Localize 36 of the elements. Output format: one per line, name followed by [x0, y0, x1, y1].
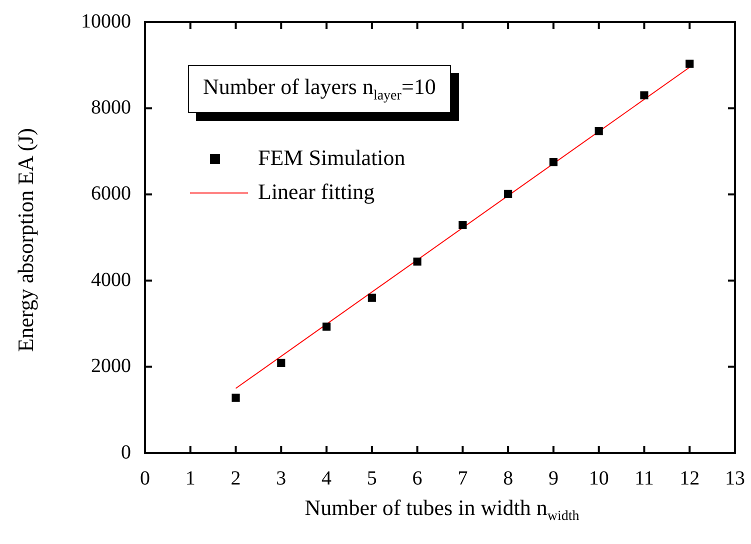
x-tick-label: 8	[503, 467, 514, 490]
y-tick-label: 4000	[91, 268, 131, 291]
point	[549, 158, 558, 166]
x-tick-label: 3	[276, 467, 286, 490]
y-tick-label: 10000	[81, 10, 131, 32]
point	[368, 294, 376, 302]
point	[594, 127, 603, 136]
x-tick-label: 7	[458, 467, 468, 490]
point	[277, 358, 286, 367]
x-tick-label: 12	[680, 467, 700, 490]
legend-label: FEM Simulation	[258, 144, 406, 170]
point	[322, 322, 331, 331]
y-tick-label: 6000	[91, 182, 131, 205]
point	[232, 394, 240, 402]
annotation: Number of layers n$_{layer}$=10	[188, 65, 451, 114]
y-axis-title: Energy absorption EA (J)	[13, 128, 39, 352]
legend-label: Linear fitting	[258, 178, 375, 204]
x-tick-label: 9	[548, 467, 558, 490]
x-axis-title: Number of tubes in width n$_{width}$	[304, 494, 580, 526]
x-tick-label: 13	[725, 467, 745, 490]
x-tick-label: 2	[230, 467, 241, 490]
x-tick-label: 10	[588, 467, 609, 490]
x-tick-label: 0	[140, 467, 150, 490]
x-tick-label: 4	[322, 467, 332, 490]
point	[458, 220, 467, 230]
point	[504, 190, 512, 198]
point	[413, 258, 422, 266]
x-tick-label: 1	[185, 467, 196, 490]
x-tick-label: 11	[634, 467, 654, 490]
y-tick-label: 8000	[91, 96, 131, 118]
y-tick-label: 2000	[91, 355, 131, 378]
point	[640, 91, 648, 100]
y-tick-label: 0	[121, 441, 131, 464]
x-tick-label: 6	[412, 467, 422, 490]
point	[686, 60, 694, 68]
x-tick-label: 5	[366, 467, 377, 490]
